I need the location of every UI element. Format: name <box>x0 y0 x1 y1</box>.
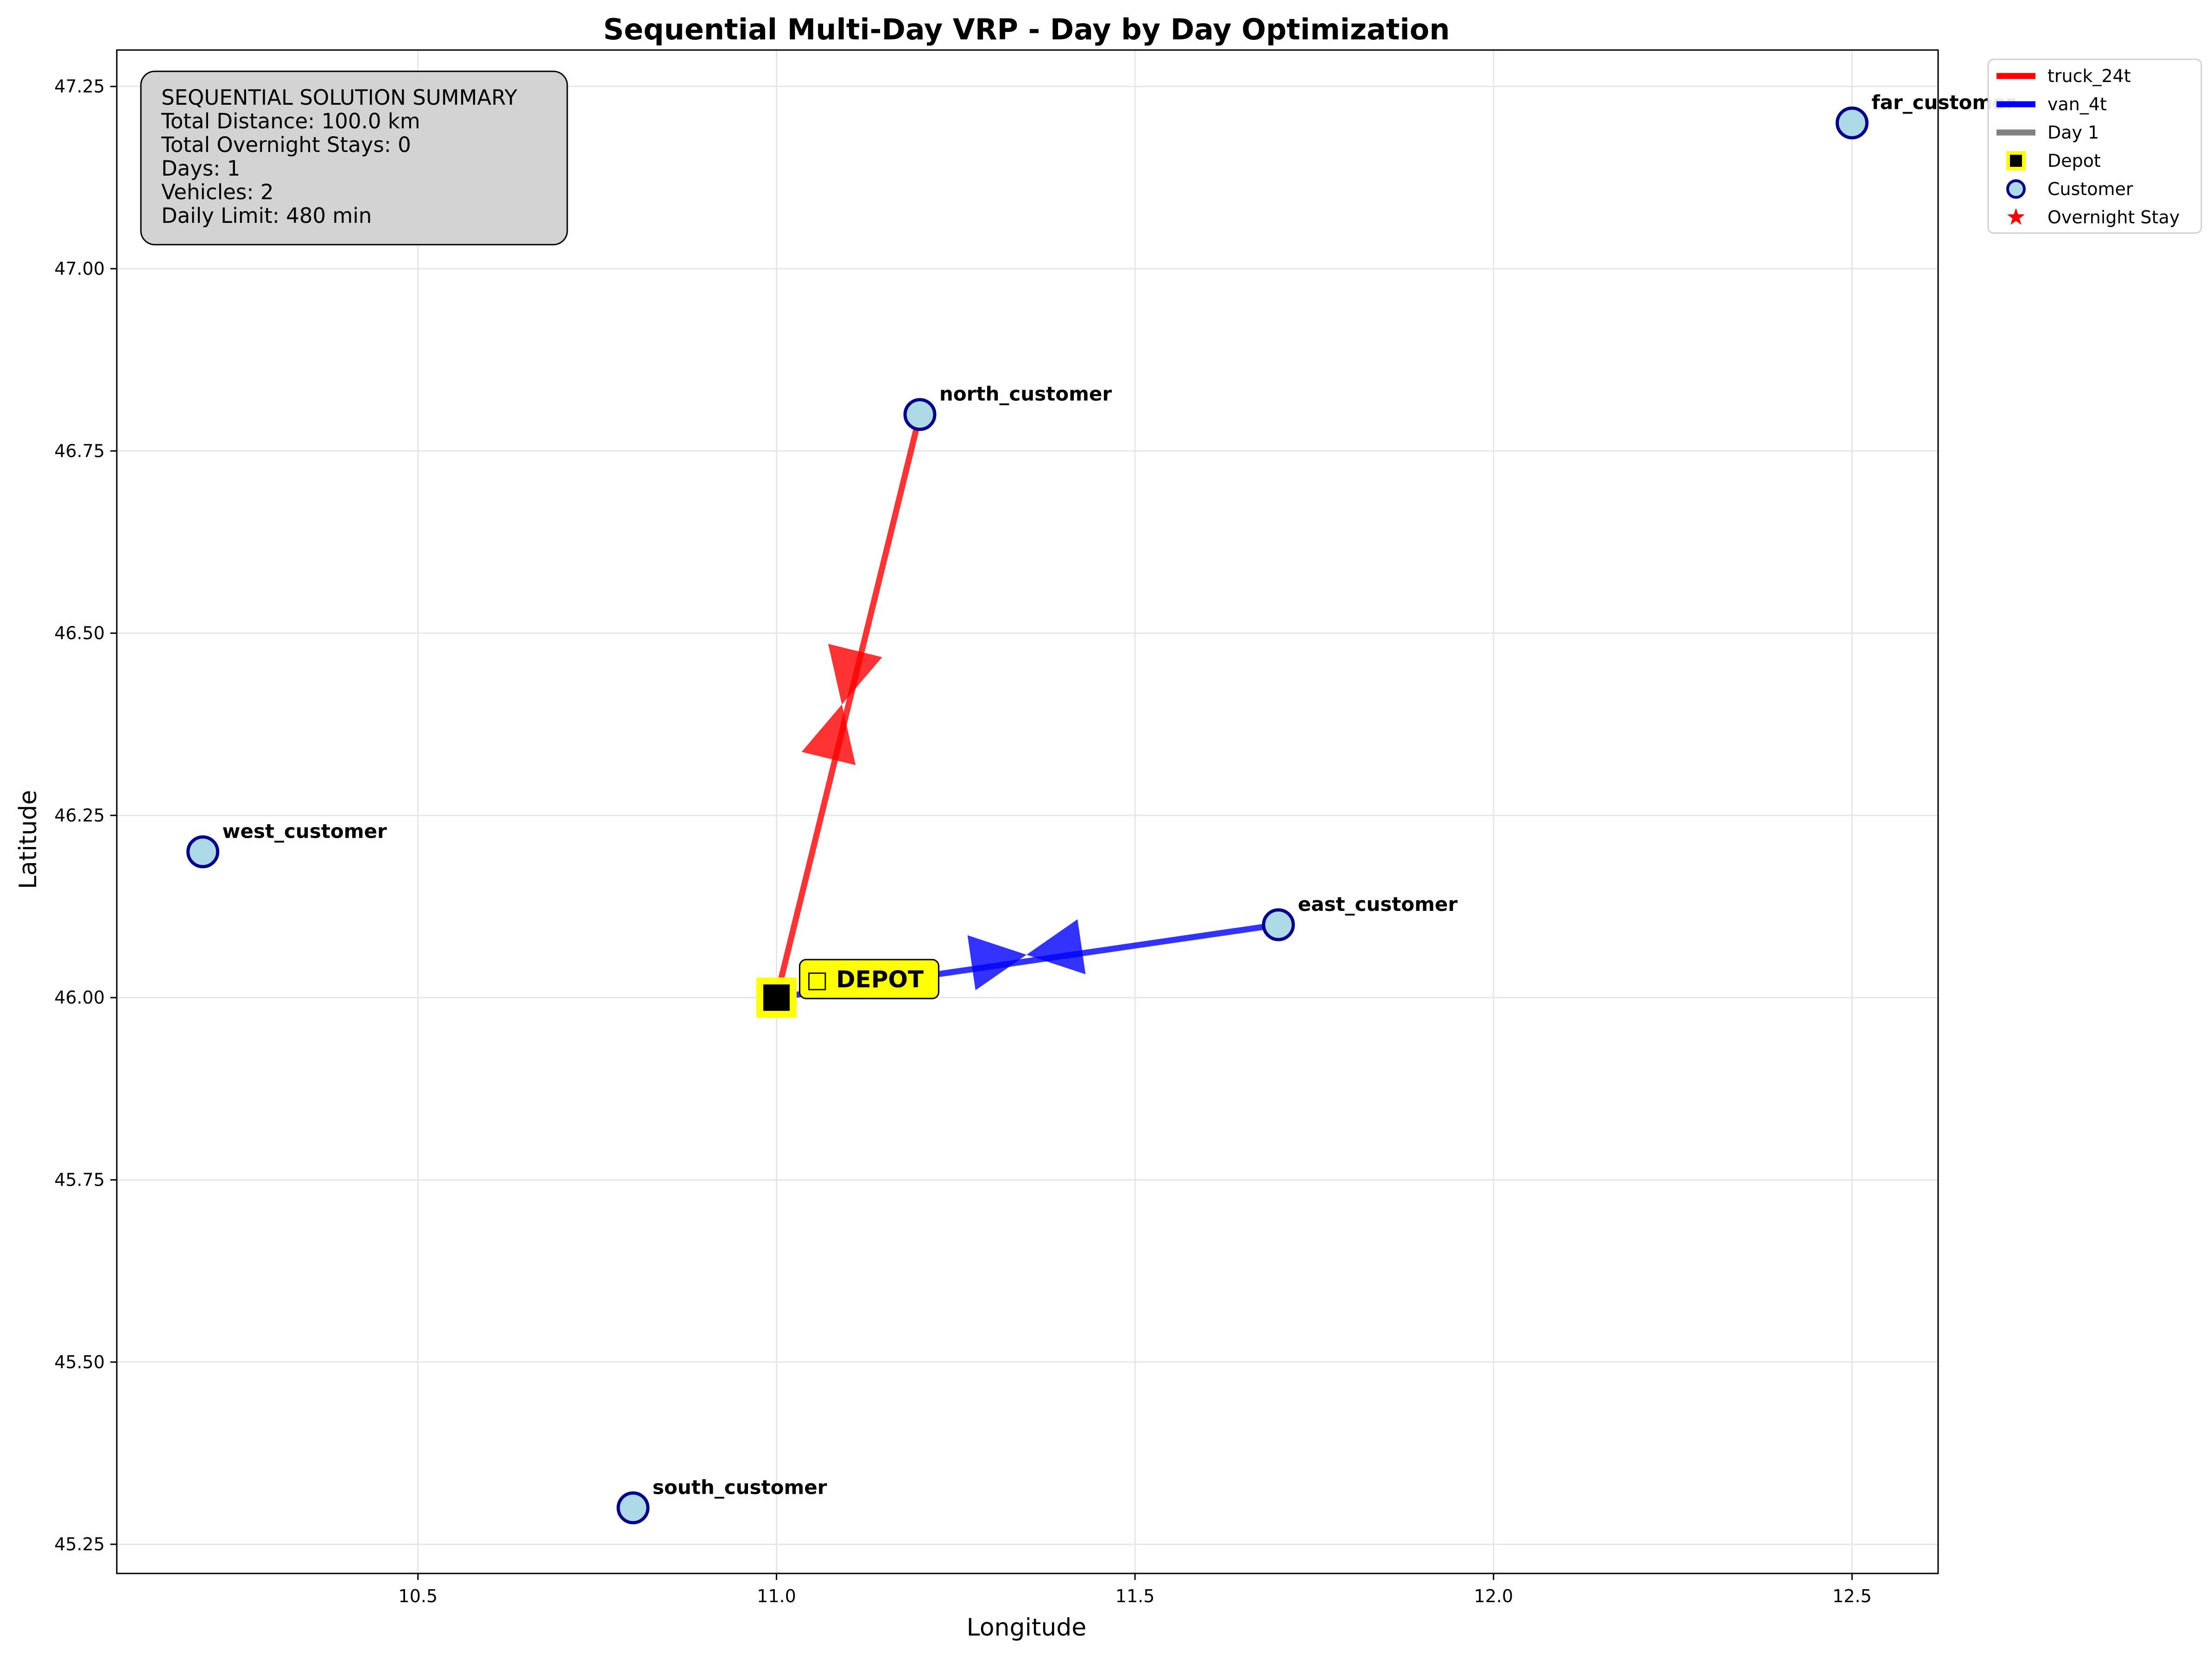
legend-label: Customer <box>2047 179 2133 199</box>
customer-marker <box>1262 908 1295 941</box>
y-tick-label: 46.25 <box>54 805 105 826</box>
customer-label: north_customer <box>939 383 1112 405</box>
legend-swatch-depot <box>2006 151 2026 171</box>
customer-label: south_customer <box>653 1476 827 1498</box>
summary-line: SEQUENTIAL SOLUTION SUMMARY <box>161 85 518 110</box>
legend-swatch-star-icon <box>2007 208 2025 225</box>
tick-layer: 10.5 11.0 11.5 12.0 12.5 45.25 45.50 45.75 46.00… <box>54 76 1871 1606</box>
depot-label-box <box>799 959 939 999</box>
y-tick-label: 45.50 <box>54 1352 105 1372</box>
summary-line: Total Distance: 100.0 km <box>161 109 420 133</box>
route-arrow-van_4t <box>1026 919 1086 974</box>
customer-marker <box>1835 106 1869 139</box>
y-axis-label: Latitude <box>14 790 42 889</box>
legend-frame <box>1987 58 2202 234</box>
customer-label: west_customer <box>222 820 387 843</box>
customer-marker <box>903 398 937 431</box>
plot-frame <box>116 49 1939 1574</box>
summary-line: Days: 1 <box>161 156 240 181</box>
y-tick-label: 47.25 <box>54 76 105 97</box>
y-tick-label: 47.00 <box>54 259 105 279</box>
customer-marker <box>616 1491 650 1524</box>
summary-line: Daily Limit: 480 min <box>161 203 372 228</box>
x-tick-label: 11.5 <box>1116 1586 1155 1606</box>
route-arrow-van_4t <box>967 935 1027 991</box>
route-arrow-truck_24t <box>801 704 856 765</box>
y-tick-label: 46.00 <box>54 987 105 1008</box>
legend-label: Day 1 <box>2047 122 2099 143</box>
x-axis-label: Longitude <box>967 1614 1087 1642</box>
legend-label: van_4t <box>2047 94 2107 114</box>
x-tick-label: 12.5 <box>1832 1586 1872 1606</box>
y-tick-label: 45.25 <box>54 1534 105 1554</box>
summary-line: Vehicles: 2 <box>161 180 273 204</box>
legend-label: Depot <box>2047 151 2101 171</box>
summary-line: Total Overnight Stays: 0 <box>161 133 411 157</box>
legend-swatch-customer <box>2006 179 2026 199</box>
legend-label: Overnight Stay <box>2047 207 2180 227</box>
x-tick-label: 12.0 <box>1474 1586 1513 1606</box>
customer-label: east_customer <box>1298 893 1458 916</box>
x-tick-label: 11.0 <box>757 1586 796 1606</box>
summary-box-bg <box>140 70 568 246</box>
y-tick-label: 46.50 <box>54 623 105 644</box>
x-tick-label: 10.5 <box>399 1586 438 1606</box>
y-tick-label: 45.75 <box>54 1169 105 1190</box>
depot-label: □ DEPOT <box>806 966 924 993</box>
point-layer: north_customer west_customer east_customer… <box>186 91 2016 1524</box>
route-arrow-truck_24t <box>828 644 882 705</box>
legend: truck_24t van_4t Day 1 Depot Customer Overnig… <box>1987 58 2202 234</box>
customer-marker <box>186 835 220 869</box>
legend-label: truck_24t <box>2047 66 2131 86</box>
y-tick-label: 46.75 <box>54 441 105 461</box>
depot-marker <box>756 977 797 1018</box>
chart-title: Sequential Multi-Day VRP - Day by Day Op… <box>603 13 1450 46</box>
grid-layer <box>117 50 1938 1573</box>
